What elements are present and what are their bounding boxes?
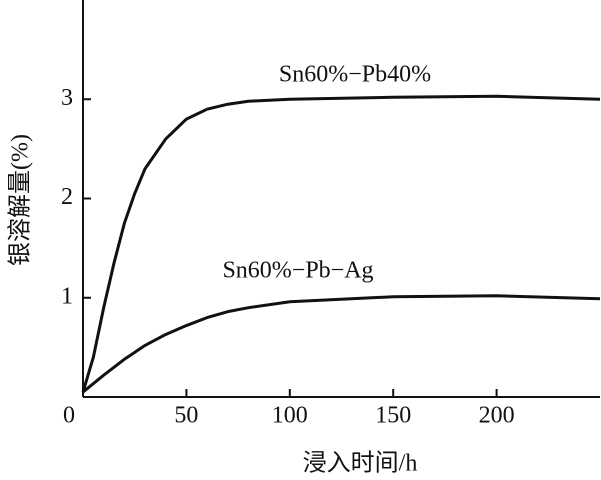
y-tick-label: 1: [61, 283, 73, 309]
x-tick-label: 150: [375, 403, 411, 429]
y-axis-label: 银溶解量(%): [7, 134, 34, 266]
y-tick-label: 2: [61, 184, 73, 210]
x-tick-label: 50: [174, 403, 198, 429]
series-label: Sn60%−Pb−Ag: [222, 258, 373, 284]
line: [82, 294, 601, 394]
x-axis-label: 浸入时间/h: [303, 450, 418, 477]
x-tick-label: 100: [272, 403, 308, 429]
line: [81, 94, 601, 393]
series-label: Sn60%−Pb40%: [279, 62, 431, 88]
x-tick-label: 0: [63, 403, 75, 429]
x-tick-label: 200: [479, 403, 515, 429]
y-tick-label: 3: [61, 85, 73, 111]
